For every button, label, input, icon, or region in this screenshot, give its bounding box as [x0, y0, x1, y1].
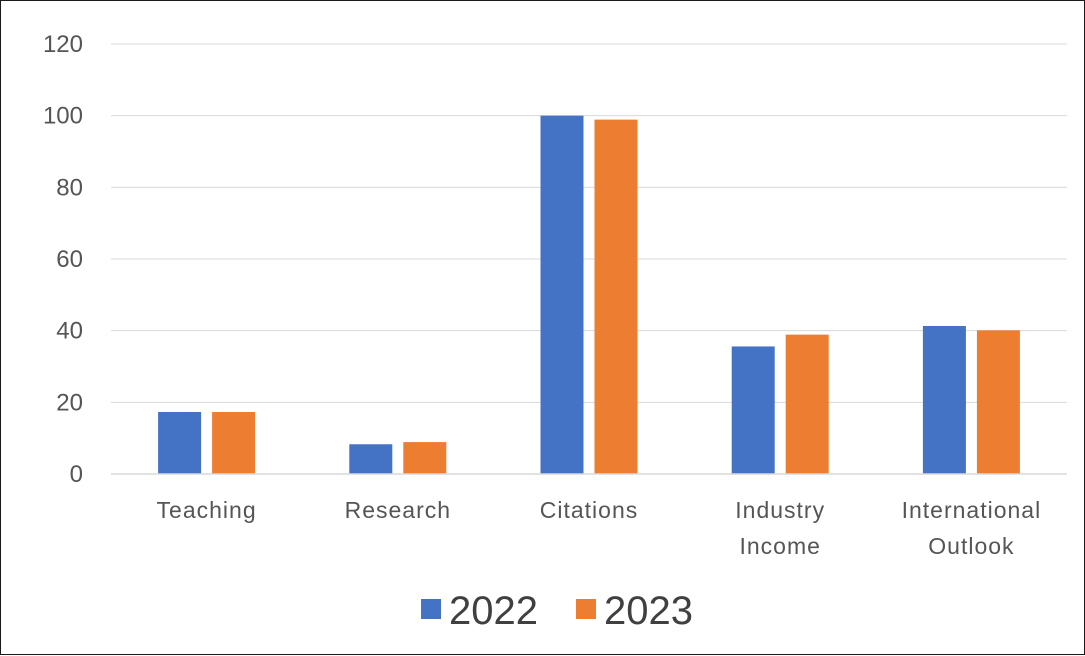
x-tick-label: Citations	[540, 497, 638, 523]
bar-2023-research	[403, 442, 447, 474]
y-axis: 0 20 40 60 80 100 120	[43, 31, 83, 488]
y-tick-label: 40	[56, 318, 83, 345]
x-tick-label: International	[902, 497, 1042, 523]
bar-2023-industry-income	[785, 334, 829, 474]
bars	[158, 115, 1020, 475]
y-tick-label: 120	[43, 31, 83, 58]
y-tick-label: 60	[56, 246, 83, 273]
gridlines	[111, 43, 1067, 403]
bar-2023-teaching	[212, 412, 256, 474]
x-tick-label: Teaching	[157, 497, 257, 523]
legend-swatch-2022	[421, 599, 441, 619]
x-tick-label: Income	[739, 533, 820, 559]
legend-label-2022: 2022	[449, 589, 538, 633]
x-tick-label: Industry	[735, 497, 825, 523]
legend: 2022 2023	[421, 589, 693, 633]
x-tick-label: Outlook	[928, 533, 1014, 559]
bar-2022-international-outlook	[922, 326, 966, 474]
y-tick-label: 100	[43, 103, 83, 130]
bar-2022-industry-income	[731, 346, 775, 474]
bar-2023-international-outlook	[976, 330, 1020, 474]
bar-2022-citations	[540, 115, 584, 475]
y-tick-label: 0	[70, 461, 83, 488]
bar-2022-research	[349, 444, 393, 474]
y-tick-label: 20	[56, 389, 83, 416]
legend-label-2023: 2023	[604, 589, 693, 633]
legend-swatch-2023	[576, 599, 596, 619]
y-tick-label: 80	[56, 174, 83, 201]
x-tick-label: Research	[345, 497, 451, 523]
bar-2023-citations	[594, 119, 638, 474]
bar-2022-teaching	[158, 412, 202, 474]
x-axis: Teaching Research Citations Industry Income I…	[111, 473, 1067, 559]
